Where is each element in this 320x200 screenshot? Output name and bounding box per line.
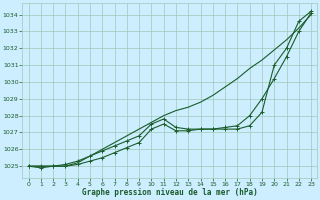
X-axis label: Graphe pression niveau de la mer (hPa): Graphe pression niveau de la mer (hPa) — [82, 188, 258, 197]
